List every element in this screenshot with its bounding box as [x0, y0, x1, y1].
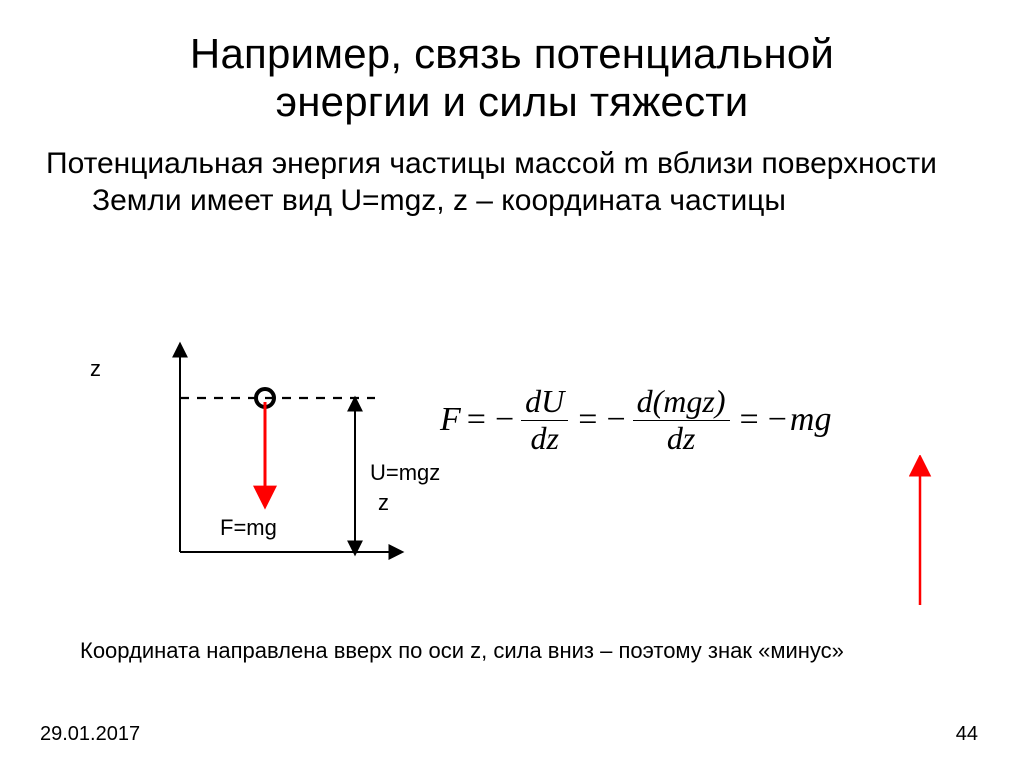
minus-3: −: [768, 401, 787, 439]
formula-mg: mg: [790, 401, 832, 439]
result-arrow-icon: [905, 455, 935, 610]
diagram: z F=mg U=mgz z: [70, 320, 430, 620]
minus-2: −: [606, 401, 625, 439]
footer-date: 29.01.2017: [40, 723, 140, 746]
footnote: Координата направлена вверх по оси z, си…: [80, 638, 844, 664]
body-paragraph: Потенциальная энергия частицы массой m в…: [40, 145, 984, 220]
frac-dmgz-dz: d(mgz) dz: [633, 385, 730, 455]
eq-1: =: [467, 401, 486, 439]
eq-2: =: [578, 401, 597, 439]
frac-dU-dz: dU dz: [521, 385, 568, 455]
z-height-label: z: [378, 490, 389, 516]
body-line1: Потенциальная энергия частицы массой m: [46, 147, 649, 180]
den-dz-1: dz: [526, 421, 562, 456]
title-line2: энергии и силы тяжести: [276, 78, 749, 125]
f-label: F=mg: [220, 515, 277, 541]
formula-F: F: [440, 401, 461, 439]
slide: Например, связь потенциальной энергии и …: [0, 0, 1024, 768]
den-dz-2: dz: [663, 421, 699, 456]
num-dmgz: d(mgz): [633, 385, 730, 421]
minus-1: −: [495, 401, 514, 439]
slide-title: Например, связь потенциальной энергии и …: [40, 30, 984, 127]
body-line3: z – координата частицы: [453, 184, 786, 217]
eq-3: =: [740, 401, 759, 439]
formula: F = − dU dz = − d(mgz) dz = − mg: [440, 375, 1000, 465]
z-axis-label: z: [90, 356, 101, 382]
u-label: U=mgz: [370, 460, 440, 486]
footer-page: 44: [956, 723, 978, 746]
num-dU: dU: [521, 385, 568, 421]
title-line1: Например, связь потенциальной: [190, 30, 834, 77]
